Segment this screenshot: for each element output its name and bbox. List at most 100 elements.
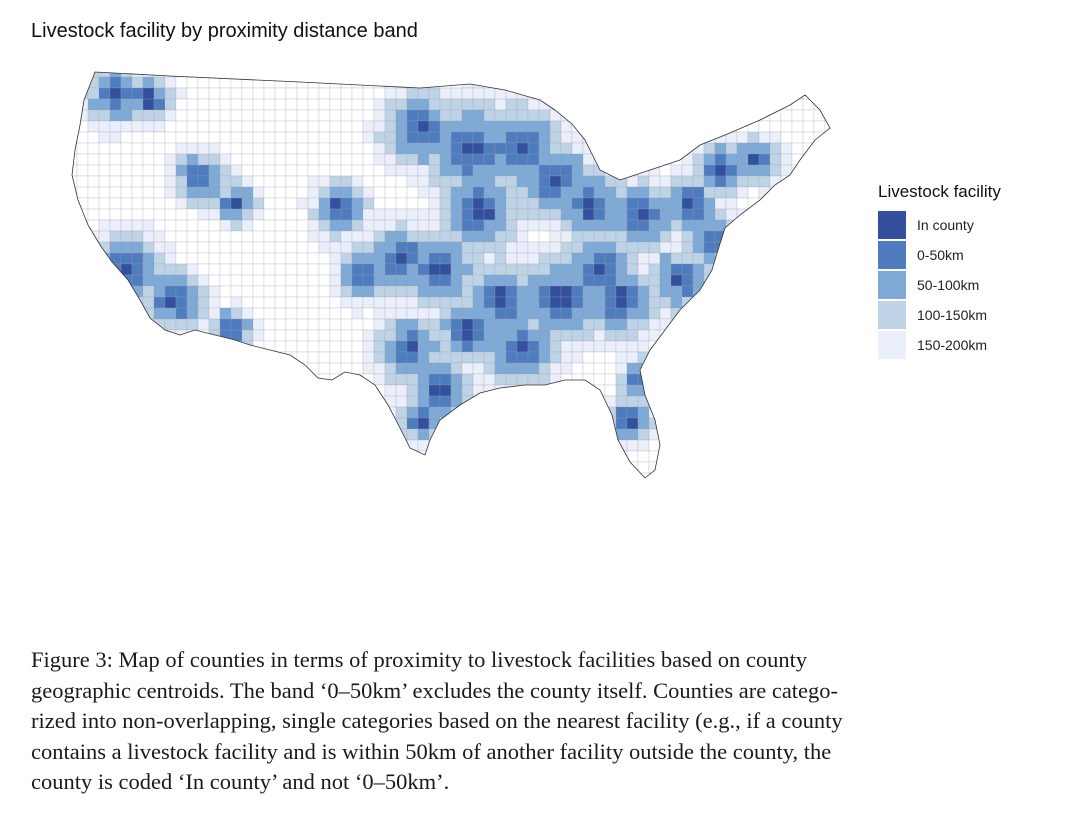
county-cell <box>725 98 738 111</box>
county-cell <box>604 296 617 309</box>
county-cell <box>615 274 628 287</box>
county-cell <box>120 241 133 254</box>
county-cell <box>373 197 386 210</box>
county-cell <box>659 472 672 478</box>
county-cell <box>120 373 133 386</box>
county-cell <box>571 384 584 397</box>
county-cell <box>76 362 89 375</box>
county-cell <box>142 241 155 254</box>
county-cell <box>824 230 830 243</box>
county-cell <box>538 340 551 353</box>
county-cell <box>252 285 265 298</box>
county-cell <box>736 76 749 89</box>
county-cell <box>395 373 408 386</box>
county-cell <box>131 307 144 320</box>
county-cell <box>703 164 716 177</box>
county-cell <box>648 373 661 386</box>
county-cell <box>439 318 452 331</box>
county-cell <box>780 373 793 386</box>
county-cell <box>263 296 276 309</box>
county-cell <box>142 219 155 232</box>
county-cell <box>538 406 551 419</box>
county-cell <box>494 131 507 144</box>
county-cell <box>351 164 364 177</box>
county-cell <box>318 329 331 342</box>
county-cell <box>681 461 694 474</box>
county-cell <box>571 351 584 364</box>
county-cell <box>142 98 155 111</box>
county-cell <box>98 406 111 419</box>
county-cell <box>362 439 375 452</box>
county-cell <box>472 164 485 177</box>
county-cell <box>450 263 463 276</box>
county-cell <box>769 142 782 155</box>
county-cell <box>131 219 144 232</box>
county-cell <box>483 175 496 188</box>
county-cell <box>560 318 573 331</box>
county-cell <box>241 307 254 320</box>
county-cell <box>197 406 210 419</box>
county-cell <box>615 263 628 276</box>
county-cell <box>802 252 815 265</box>
county-cell <box>516 373 529 386</box>
county-cell <box>428 450 441 463</box>
county-cell <box>527 241 540 254</box>
county-cell <box>472 109 485 122</box>
county-cell <box>98 164 111 177</box>
county-cell <box>769 72 782 78</box>
county-cell <box>318 241 331 254</box>
county-cell <box>461 175 474 188</box>
county-cell <box>131 373 144 386</box>
county-cell <box>395 219 408 232</box>
county-cell <box>87 450 100 463</box>
county-cell <box>450 373 463 386</box>
county-cell <box>340 373 353 386</box>
county-cell <box>120 72 133 78</box>
county-cell <box>329 307 342 320</box>
county-cell <box>560 208 573 221</box>
county-cell <box>417 87 430 100</box>
county-cell <box>175 461 188 474</box>
county-cell <box>472 131 485 144</box>
county-cell <box>208 219 221 232</box>
county-cell <box>362 72 375 78</box>
county-cell <box>670 274 683 287</box>
county-cell <box>384 439 397 452</box>
county-cell <box>307 197 320 210</box>
county-cell <box>72 230 78 243</box>
county-cell <box>769 219 782 232</box>
county-cell <box>175 329 188 342</box>
county-cell <box>329 120 342 133</box>
county-cell <box>725 406 738 419</box>
county-cell <box>351 461 364 474</box>
county-cell <box>637 461 650 474</box>
county-cell <box>516 318 529 331</box>
county-cell <box>527 340 540 353</box>
county-cell <box>406 340 419 353</box>
legend-item: 100-150km <box>878 300 1001 330</box>
county-cell <box>813 296 826 309</box>
county-cell <box>582 87 595 100</box>
county-cell <box>417 362 430 375</box>
county-cell <box>450 417 463 430</box>
county-cell <box>417 175 430 188</box>
county-cell <box>736 428 749 441</box>
county-cell <box>758 395 771 408</box>
county-cell <box>802 131 815 144</box>
county-cell <box>384 329 397 342</box>
county-cell <box>714 98 727 111</box>
county-cell <box>285 307 298 320</box>
county-cell <box>461 472 474 478</box>
county-cell <box>131 362 144 375</box>
county-cell <box>417 230 430 243</box>
county-cell <box>164 98 177 111</box>
county-cell <box>593 164 606 177</box>
county-cell <box>307 450 320 463</box>
county-cell <box>472 241 485 254</box>
county-cell <box>780 461 793 474</box>
county-cell <box>802 175 815 188</box>
county-cell <box>120 384 133 397</box>
county-cell <box>516 285 529 298</box>
county-cell <box>604 439 617 452</box>
county-cell <box>263 197 276 210</box>
